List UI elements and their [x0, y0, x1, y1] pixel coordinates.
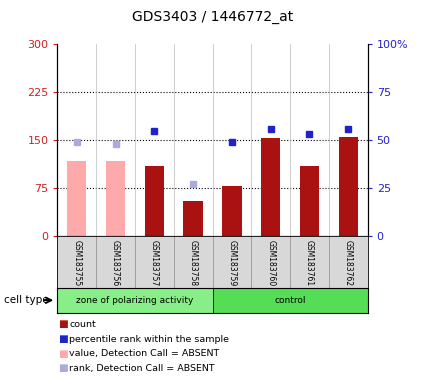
- Text: ■: ■: [58, 319, 67, 329]
- Bar: [339, 137, 358, 236]
- Bar: [144, 166, 164, 236]
- Text: zone of polarizing activity: zone of polarizing activity: [76, 296, 194, 305]
- Text: GSM183755: GSM183755: [72, 240, 81, 286]
- Text: ■: ■: [58, 349, 67, 359]
- Text: GSM183762: GSM183762: [344, 240, 353, 286]
- Text: value, Detection Call = ABSENT: value, Detection Call = ABSENT: [69, 349, 220, 358]
- Bar: [184, 201, 203, 236]
- Text: ■: ■: [58, 334, 67, 344]
- Bar: [222, 186, 241, 236]
- Text: GSM183756: GSM183756: [111, 240, 120, 286]
- Text: control: control: [274, 296, 306, 305]
- Bar: [212, 288, 368, 313]
- Bar: [67, 161, 86, 236]
- Text: GSM183759: GSM183759: [227, 240, 236, 286]
- Bar: [57, 288, 212, 313]
- Text: ■: ■: [58, 363, 67, 373]
- Text: GSM183757: GSM183757: [150, 240, 159, 286]
- Text: count: count: [69, 320, 96, 329]
- Text: cell type: cell type: [4, 295, 49, 305]
- Bar: [106, 161, 125, 236]
- Text: rank, Detection Call = ABSENT: rank, Detection Call = ABSENT: [69, 364, 215, 373]
- Text: GSM183760: GSM183760: [266, 240, 275, 286]
- Bar: [261, 138, 280, 236]
- Bar: [300, 166, 319, 236]
- Text: GSM183761: GSM183761: [305, 240, 314, 286]
- Text: percentile rank within the sample: percentile rank within the sample: [69, 334, 229, 344]
- Text: GDS3403 / 1446772_at: GDS3403 / 1446772_at: [132, 10, 293, 23]
- Text: GSM183758: GSM183758: [189, 240, 198, 286]
